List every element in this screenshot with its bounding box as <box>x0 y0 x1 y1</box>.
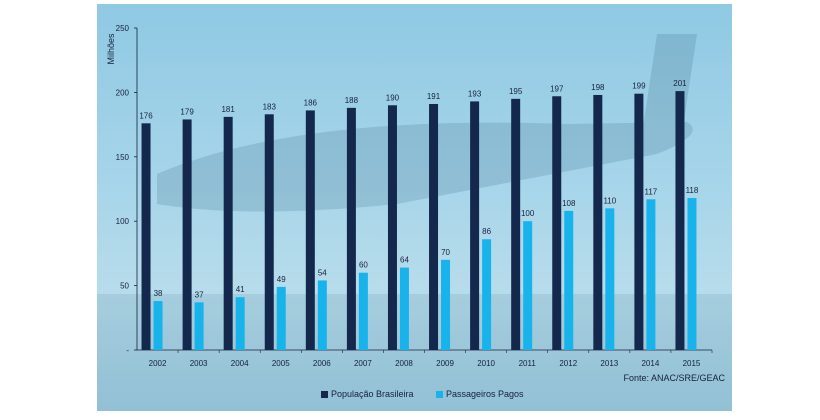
x-tick-label: 2006 <box>313 359 331 368</box>
bar-passageiros-pagos <box>605 208 615 350</box>
data-label: 190 <box>386 93 400 102</box>
data-label: 195 <box>509 87 523 96</box>
bar-populacao-brasileira <box>593 94 603 350</box>
bar-populacao-brasileira <box>675 91 685 350</box>
x-tick-label: 2007 <box>354 359 372 368</box>
bar-populacao-brasileira <box>634 93 644 351</box>
data-label: 197 <box>550 84 564 93</box>
y-tick-label: 200 <box>116 88 130 97</box>
data-label: 49 <box>277 275 286 284</box>
data-label: 179 <box>180 107 194 116</box>
bar-populacao-brasileira <box>470 101 480 350</box>
bar-passageiros-pagos <box>687 198 697 350</box>
bar-passageiros-pagos <box>399 267 409 350</box>
legend-swatch <box>321 391 328 398</box>
data-label: 110 <box>603 196 616 205</box>
x-tick-label: 2009 <box>436 359 454 368</box>
bar-populacao-brasileira <box>141 123 151 350</box>
data-label: 176 <box>139 111 153 120</box>
data-labels-layer: 176 38 179 37 181 41 183 49 186 54 188 60 190 64 191 70… <box>139 79 699 299</box>
bar-populacao-brasileira <box>305 110 315 350</box>
y-tick-label: 150 <box>116 153 130 162</box>
x-tick-label: 2011 <box>519 359 537 368</box>
data-label: 117 <box>645 187 658 196</box>
y-tick-label: - <box>126 346 129 355</box>
data-label: 118 <box>686 186 699 195</box>
data-label: 193 <box>468 89 482 98</box>
bar-chart: - 50 100 150 200 250 2002 2003 2004 2005 2006 2007 2… <box>97 24 732 411</box>
x-tick-label: 2004 <box>231 359 249 368</box>
data-label: 191 <box>427 92 441 101</box>
x-tick-label: 2012 <box>559 359 577 368</box>
legend-label: Passageiros Pagos <box>446 389 524 399</box>
bar-passageiros-pagos <box>441 259 451 350</box>
x-tick-label: 2002 <box>149 359 167 368</box>
bar-passageiros-pagos <box>482 239 492 350</box>
bar-populacao-brasileira <box>511 98 521 350</box>
data-label: 54 <box>318 268 327 277</box>
y-axis-title: Milhões <box>106 33 116 65</box>
source-note: Fonte: ANAC/SRE/GEAC <box>623 373 725 383</box>
data-label: 201 <box>673 79 687 88</box>
axis-layer: - 50 100 150 200 250 2002 2003 2004 2005 2006 2007 2… <box>116 24 713 368</box>
legend-swatch <box>436 391 443 398</box>
bar-populacao-brasileira <box>223 116 233 350</box>
bar-passageiros-pagos <box>153 301 163 350</box>
data-label: 60 <box>359 261 368 270</box>
bar-populacao-brasileira <box>264 114 274 351</box>
data-label: 86 <box>482 227 491 236</box>
data-label: 38 <box>154 289 163 298</box>
data-label: 198 <box>591 83 605 92</box>
data-label: 199 <box>632 82 646 91</box>
y-tick-label: 250 <box>116 24 130 33</box>
x-tick-label: 2015 <box>683 359 701 368</box>
data-label: 108 <box>562 199 576 208</box>
chart-panel: - 50 100 150 200 250 2002 2003 2004 2005 2006 2007 2… <box>97 4 732 411</box>
data-label: 188 <box>345 96 359 105</box>
bar-passageiros-pagos <box>276 286 286 350</box>
data-label: 64 <box>400 256 409 265</box>
legend: População Brasileira Passageiros Pagos <box>321 389 524 399</box>
x-tick-label: 2014 <box>641 359 659 368</box>
data-label: 70 <box>441 248 450 257</box>
data-label: 186 <box>304 98 318 107</box>
bar-passageiros-pagos <box>235 297 245 350</box>
bar-populacao-brasileira <box>552 96 562 350</box>
x-tick-label: 2010 <box>477 359 495 368</box>
bar-passageiros-pagos <box>564 210 574 350</box>
bar-populacao-brasileira <box>346 107 356 350</box>
bar-passageiros-pagos <box>317 280 327 350</box>
bar-passageiros-pagos <box>194 302 204 350</box>
x-tick-label: 2008 <box>395 359 413 368</box>
x-tick-label: 2005 <box>272 359 290 368</box>
y-tick-label: 50 <box>120 282 129 291</box>
bar-populacao-brasileira <box>429 103 439 350</box>
bar-passageiros-pagos <box>646 199 656 350</box>
bar-populacao-brasileira <box>182 119 192 350</box>
bar-passageiros-pagos <box>523 221 533 350</box>
legend-label: População Brasileira <box>331 389 414 399</box>
x-tick-label: 2003 <box>190 359 208 368</box>
data-label: 181 <box>221 105 235 114</box>
bars-layer <box>141 91 697 351</box>
data-label: 41 <box>236 285 245 294</box>
data-label: 183 <box>263 102 277 111</box>
data-label: 37 <box>195 290 204 299</box>
bar-passageiros-pagos <box>358 272 368 350</box>
y-tick-label: 100 <box>116 217 130 226</box>
bar-populacao-brasileira <box>387 105 397 350</box>
data-label: 100 <box>521 209 535 218</box>
x-tick-label: 2013 <box>600 359 618 368</box>
